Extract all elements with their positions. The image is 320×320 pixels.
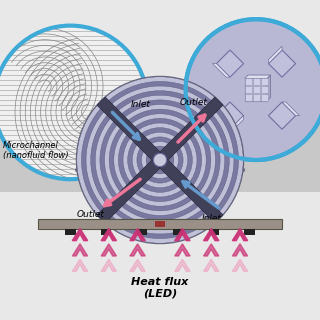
Polygon shape bbox=[216, 102, 244, 129]
Polygon shape bbox=[175, 259, 190, 271]
Circle shape bbox=[77, 77, 243, 243]
Text: Outlet: Outlet bbox=[77, 210, 105, 219]
Circle shape bbox=[156, 156, 164, 164]
Ellipse shape bbox=[75, 158, 245, 182]
Bar bbox=[261, 78, 268, 85]
Bar bbox=[245, 94, 252, 101]
Polygon shape bbox=[268, 50, 296, 77]
Polygon shape bbox=[232, 244, 248, 256]
Circle shape bbox=[77, 77, 243, 243]
Bar bbox=[209, 229, 219, 235]
Polygon shape bbox=[268, 102, 296, 129]
Bar bbox=[261, 94, 268, 101]
Polygon shape bbox=[204, 228, 219, 241]
Circle shape bbox=[141, 141, 179, 179]
Circle shape bbox=[95, 95, 225, 225]
Circle shape bbox=[81, 81, 239, 239]
Text: Microchannel
(nanofluid flow): Microchannel (nanofluid flow) bbox=[3, 141, 69, 160]
Circle shape bbox=[123, 123, 197, 197]
Bar bbox=[245, 78, 267, 101]
Polygon shape bbox=[175, 244, 190, 256]
Bar bbox=[253, 86, 260, 93]
Circle shape bbox=[186, 19, 320, 160]
Circle shape bbox=[109, 109, 211, 211]
Bar bbox=[38, 219, 282, 229]
Polygon shape bbox=[232, 228, 248, 241]
Circle shape bbox=[153, 153, 167, 167]
Text: Heat flux
(LED): Heat flux (LED) bbox=[132, 277, 188, 299]
Bar bbox=[173, 229, 183, 235]
Polygon shape bbox=[216, 50, 244, 77]
Bar bbox=[253, 94, 260, 101]
Circle shape bbox=[114, 114, 206, 206]
Circle shape bbox=[0, 27, 146, 178]
Circle shape bbox=[86, 86, 234, 234]
Text: Inlet: Inlet bbox=[202, 214, 221, 223]
Circle shape bbox=[91, 91, 229, 229]
Circle shape bbox=[151, 151, 169, 169]
Bar bbox=[65, 229, 76, 235]
Polygon shape bbox=[130, 259, 145, 271]
Bar bbox=[137, 229, 147, 235]
Polygon shape bbox=[282, 102, 300, 116]
Circle shape bbox=[128, 128, 192, 192]
Polygon shape bbox=[212, 64, 230, 77]
Polygon shape bbox=[130, 228, 145, 241]
Polygon shape bbox=[268, 46, 282, 64]
Text: Inlet: Inlet bbox=[131, 100, 151, 109]
Polygon shape bbox=[72, 228, 88, 241]
Polygon shape bbox=[72, 259, 88, 271]
Circle shape bbox=[137, 137, 183, 183]
Circle shape bbox=[146, 146, 174, 174]
Circle shape bbox=[100, 100, 220, 220]
Bar bbox=[155, 221, 165, 227]
Polygon shape bbox=[204, 244, 219, 256]
Circle shape bbox=[0, 26, 147, 179]
Polygon shape bbox=[101, 228, 116, 241]
Circle shape bbox=[132, 132, 188, 188]
Polygon shape bbox=[232, 259, 248, 271]
Polygon shape bbox=[175, 228, 190, 241]
Polygon shape bbox=[101, 259, 116, 271]
Polygon shape bbox=[204, 259, 219, 271]
Polygon shape bbox=[245, 75, 271, 78]
Circle shape bbox=[105, 105, 215, 215]
Polygon shape bbox=[267, 75, 271, 101]
Bar bbox=[101, 229, 111, 235]
Polygon shape bbox=[72, 244, 88, 256]
Bar bbox=[244, 229, 255, 235]
Polygon shape bbox=[130, 244, 145, 256]
Text: Outlet: Outlet bbox=[179, 98, 207, 107]
Polygon shape bbox=[97, 97, 223, 223]
Polygon shape bbox=[230, 116, 244, 133]
Circle shape bbox=[118, 118, 202, 202]
Bar bbox=[0, 96, 320, 192]
Bar bbox=[261, 86, 268, 93]
Polygon shape bbox=[97, 97, 223, 223]
Bar bbox=[245, 78, 252, 85]
Bar bbox=[253, 78, 260, 85]
Bar bbox=[245, 86, 252, 93]
Polygon shape bbox=[101, 244, 116, 256]
